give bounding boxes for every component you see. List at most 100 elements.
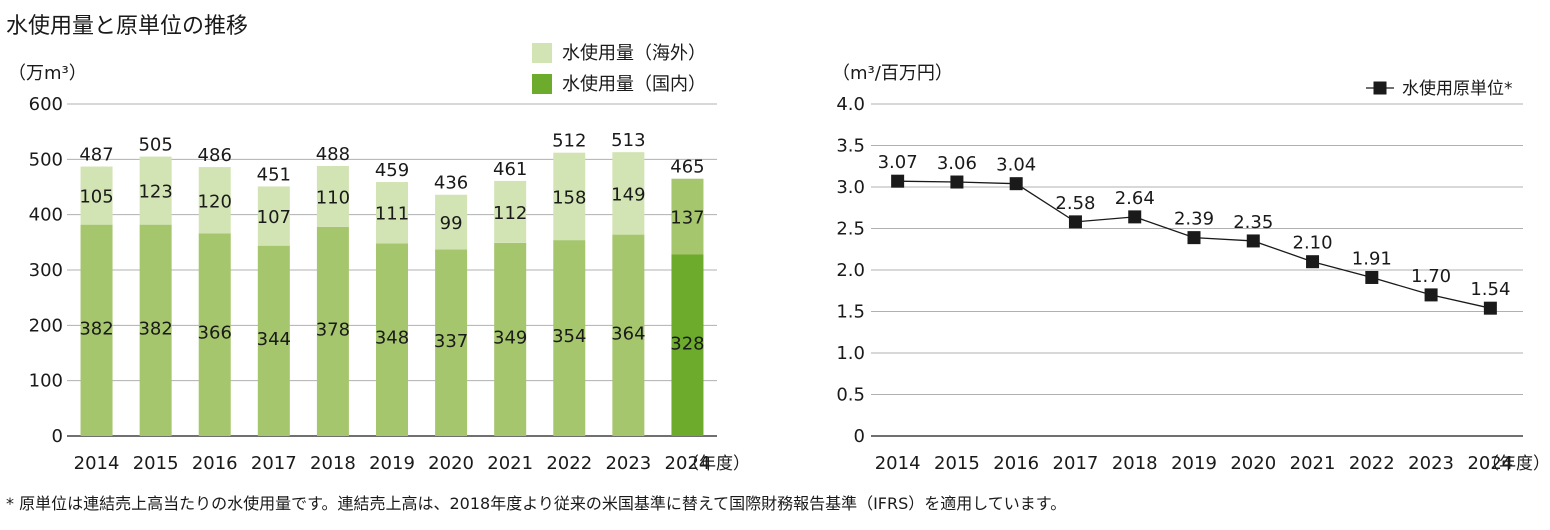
data-label: 2.58: [1055, 193, 1095, 214]
bar-domestic-2015: [139, 224, 172, 436]
bar-total-label: 461: [493, 159, 527, 180]
data-point-marker: [891, 174, 905, 188]
bar-label-domestic: 349: [493, 327, 527, 348]
bar-overseas-2019: [376, 182, 408, 244]
y-tick-label: 400: [29, 205, 63, 226]
bar-label-overseas: 158: [552, 187, 586, 208]
data-label: 2.35: [1233, 212, 1273, 233]
bar-label-domestic: 354: [552, 326, 586, 347]
bar-overseas-2017: [257, 186, 290, 246]
bar-label-overseas: 110: [316, 187, 350, 208]
bar-domestic-2023: [612, 234, 645, 436]
data-point-marker: [1365, 270, 1379, 284]
legend-marker: [1373, 81, 1387, 95]
bar-label-overseas: 99: [440, 213, 463, 234]
y-tick-label: 0: [854, 426, 865, 447]
bar-label-domestic: 382: [138, 318, 172, 339]
bar-label-overseas: 137: [670, 208, 704, 229]
page-title: 水使用量と原単位の推移: [6, 14, 249, 39]
x-tick-label: 2023: [605, 453, 651, 474]
x-tick-label: 2021: [1290, 453, 1336, 474]
legend-label-domestic: 水使用量（国内）: [562, 74, 706, 95]
bar-label-overseas: 107: [257, 207, 291, 228]
x-tick-label: 2019: [369, 453, 415, 474]
bar-overseas-2014: [80, 166, 113, 225]
bar-total-label: 486: [198, 145, 232, 166]
bar-label-overseas: 105: [79, 187, 113, 208]
y-tick-label: 4.0: [836, 94, 865, 115]
y-tick-label: 0: [52, 426, 63, 447]
bar-domestic-2018: [316, 226, 349, 436]
legend-label-overseas: 水使用量（海外）: [562, 43, 706, 64]
series-line-water-intensity: [897, 180, 1491, 309]
bar-label-overseas: 123: [138, 182, 172, 203]
data-label: 1.70: [1411, 266, 1451, 287]
y-tick-label: 3.0: [836, 177, 865, 198]
bar-total-label: 505: [138, 135, 172, 156]
bar-label-domestic: 364: [611, 323, 645, 344]
bar-label-overseas: 120: [198, 191, 232, 212]
x-tick-label: 2022: [546, 453, 592, 474]
bar-total-label: 513: [611, 130, 645, 151]
bar-domestic-2016: [198, 233, 231, 436]
bar-domestic-2021: [494, 242, 527, 436]
x-tick-label: 2014: [74, 453, 120, 474]
bar-overseas-2016: [198, 167, 231, 234]
x-tick-label: 2024: [665, 453, 711, 474]
data-point-marker: [1187, 231, 1201, 245]
y-axis-unit-label: （万m³）: [8, 63, 87, 84]
x-tick-label: 2024: [1467, 453, 1513, 474]
data-label: 1.91: [1352, 248, 1392, 269]
bar-overseas-2024: [671, 178, 704, 255]
y-tick-label: 3.5: [836, 136, 865, 157]
y-tick-label: 500: [29, 149, 63, 170]
bar-label-domestic: 348: [375, 328, 409, 349]
x-tick-label: 2023: [1408, 453, 1454, 474]
water-usage-bar-chart: 0 100 200 300 400 500 600 （万m³） 382 105 487 2014 382…: [8, 43, 750, 474]
x-tick-label: 2015: [934, 453, 980, 474]
data-point-marker: [1424, 288, 1438, 302]
bar-label-overseas: 111: [375, 204, 409, 225]
bar-overseas-2015: [139, 156, 172, 225]
bar-overseas-2022: [553, 152, 586, 241]
data-point-marker: [950, 175, 964, 189]
x-tick-label: 2022: [1349, 453, 1395, 474]
y-tick-label: 200: [29, 315, 63, 336]
data-label: 3.04: [996, 155, 1036, 176]
y-tick-label: 0.5: [836, 385, 865, 406]
x-tick-label: 2014: [875, 453, 921, 474]
legend-label: 水使用原単位*: [1402, 78, 1513, 99]
x-axis-unit-label: （年度）: [682, 454, 750, 474]
data-point-marker: [1009, 177, 1023, 191]
bar-label-domestic: 344: [257, 329, 291, 350]
data-label: 1.54: [1470, 279, 1510, 300]
data-point-marker: [1068, 215, 1082, 229]
bar-total-label: 512: [552, 131, 586, 152]
y-tick-label: 2.5: [836, 219, 865, 240]
data-label: 2.39: [1174, 209, 1214, 230]
bar-total-label: 459: [375, 160, 409, 181]
bar-total-label: 465: [670, 157, 704, 178]
bar-label-domestic: 366: [198, 323, 232, 344]
data-label: 3.07: [878, 152, 918, 173]
bar-domestic-2017: [257, 245, 290, 436]
bar-overseas-2021: [494, 180, 527, 243]
x-tick-label: 2016: [993, 453, 1039, 474]
water-intensity-line-chart: 0 0.5 1.0 1.5 2.0 2.5 3.0 3.5 4.0 （m³/百万円） 3.07 201…: [832, 63, 1550, 474]
x-tick-label: 2018: [1112, 453, 1158, 474]
bar-label-domestic: 382: [79, 318, 113, 339]
legend-swatch-overseas: [532, 43, 552, 63]
bar-label-domestic: 378: [316, 319, 350, 340]
x-tick-label: 2018: [310, 453, 356, 474]
x-tick-label: 2020: [1230, 453, 1276, 474]
bar-total-label: 451: [257, 164, 291, 185]
bar-domestic-2014: [80, 224, 113, 436]
bar-domestic-2019: [376, 243, 408, 436]
bar-overseas-2018: [316, 165, 349, 227]
bar-label-domestic: 337: [434, 331, 468, 352]
bar-total-label: 488: [316, 144, 350, 165]
x-tick-label: 2020: [428, 453, 474, 474]
x-tick-label: 2021: [487, 453, 533, 474]
y-axis-unit-label: （m³/百万円）: [832, 63, 953, 84]
bar-label-domestic: 328: [670, 333, 704, 354]
